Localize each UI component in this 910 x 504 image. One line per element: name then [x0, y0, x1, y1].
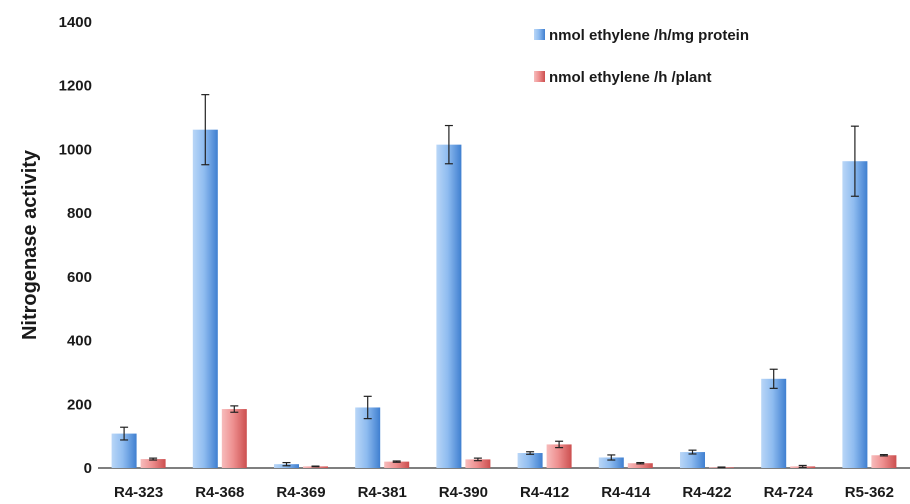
y-tick-label: 0 — [84, 460, 92, 477]
y-axis-ticks: 0 200 400 600 800 1000 1200 1400 — [59, 14, 92, 477]
x-tick-label: R5-362 — [845, 484, 894, 501]
y-tick-label: 400 — [67, 333, 92, 350]
y-tick-label: 1400 — [59, 14, 92, 31]
bars-group — [111, 129, 897, 469]
bar-series-2 — [871, 455, 897, 468]
y-axis-title: Nitrogenase activity — [19, 149, 41, 340]
legend: nmol ethylene /h/mg protein nmol ethylen… — [534, 27, 749, 86]
x-tick-label: R4-381 — [358, 484, 407, 501]
bar-series-2 — [140, 459, 166, 468]
legend-label-series-1: nmol ethylene /h/mg protein — [549, 27, 749, 44]
y-tick-label: 800 — [67, 205, 92, 222]
bar-series-1 — [436, 144, 462, 468]
legend-swatch-series-2 — [534, 71, 545, 82]
x-tick-label: R4-422 — [682, 484, 731, 501]
x-tick-label: R4-369 — [276, 484, 325, 501]
y-tick-label: 1200 — [59, 78, 92, 95]
bar-series-1 — [517, 453, 543, 468]
legend-item-series-2: nmol ethylene /h /plant — [534, 69, 712, 86]
bar-series-2 — [546, 444, 572, 468]
y-tick-label: 200 — [67, 396, 92, 413]
x-tick-label: R4-724 — [764, 484, 814, 501]
y-tick-label: 600 — [67, 269, 92, 286]
x-tick-label: R4-414 — [601, 484, 651, 501]
bar-series-1 — [680, 452, 705, 468]
bar-series-1 — [842, 161, 868, 469]
x-tick-label: R4-323 — [114, 484, 163, 501]
bar-series-1 — [192, 129, 218, 469]
bar-series-2 — [221, 409, 247, 468]
x-tick-label: R4-390 — [439, 484, 488, 501]
x-tick-label: R4-412 — [520, 484, 569, 501]
legend-item-series-1: nmol ethylene /h/mg protein — [534, 27, 749, 44]
y-tick-label: 1000 — [59, 141, 92, 158]
x-axis-labels: R4-323 R4-368 R4-369 R4-381 R4-390 R4-412 R4-4… — [114, 484, 894, 501]
legend-swatch-series-1 — [534, 29, 545, 40]
x-tick-label: R4-368 — [195, 484, 244, 501]
legend-label-series-2: nmol ethylene /h /plant — [549, 69, 712, 86]
bar-series-2 — [627, 463, 653, 468]
bar-series-1 — [761, 378, 787, 468]
error-bars-group — [120, 94, 888, 469]
bar-series-2 — [384, 461, 410, 468]
bar-series-2 — [465, 459, 491, 468]
bar-series-1 — [598, 457, 624, 468]
